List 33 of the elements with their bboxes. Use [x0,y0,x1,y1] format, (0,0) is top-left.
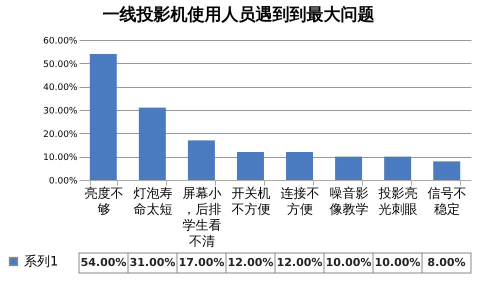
data-label: 12.00% [276,256,322,269]
x-tick-label: 亮度不够 [84,186,124,218]
y-tick-label: 60.00% [43,36,78,46]
x-tick-label: 连接不方便 [280,186,320,218]
bar [90,54,117,180]
y-tick-label: 30.00% [43,106,78,116]
bar [188,140,215,180]
data-label: 10.00% [374,256,420,269]
bar [384,156,412,180]
bar [236,152,264,180]
x-tick-label: 噪音影像教学 [330,186,369,218]
bar [286,152,314,180]
y-tick-label: 40.00% [43,83,78,94]
x-tick-label: 投影亮光刺眼 [378,186,418,218]
data-label: 31.00% [130,256,176,269]
x-tick-label: 开关机不方便 [231,186,270,218]
x-tick-label: 信号不稳定 [428,186,467,218]
y-tick-label: 0.00% [48,176,78,186]
data-label: 8.00% [427,256,466,269]
bar [335,156,362,180]
data-label: 17.00% [178,256,224,269]
data-label: 54.00% [80,256,126,269]
y-tick-label: 10.00% [43,153,78,164]
y-tick-label: 20.00% [43,130,78,140]
x-tick-label: 灯泡寿命太短 [133,186,172,218]
y-tick-label: 50.00% [43,60,78,70]
legend-label: 系列1 [24,254,58,270]
chart-title: 一线投影机使用人员遇到到最大问题 [102,5,374,25]
bar [138,108,166,180]
x-tick-label: 屏幕小，后排学生看不清 [182,186,222,250]
data-label: 10.00% [326,256,372,269]
data-label: 12.00% [228,256,274,269]
bar [433,161,460,180]
